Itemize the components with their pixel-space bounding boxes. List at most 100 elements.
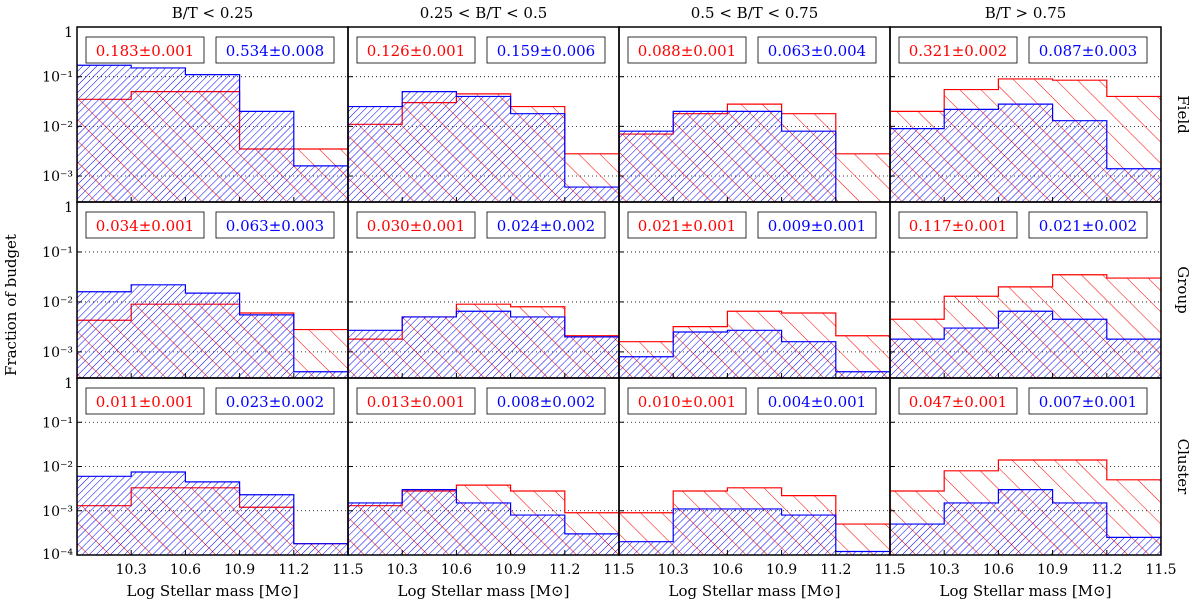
blue-histogram-bar	[348, 106, 403, 202]
annotation-box	[85, 36, 205, 64]
annotation-value: 0.011±0.001	[96, 393, 194, 411]
x-tick-label: 10.3	[116, 562, 147, 578]
blue-histogram-bar	[510, 113, 565, 202]
y-tick-label: 10⁻³	[42, 345, 73, 361]
annotation-box	[1028, 36, 1148, 64]
annotation-value: 0.126±0.001	[367, 42, 465, 60]
panel: 0.088±0.001 0.063±0.004	[618, 26, 891, 203]
red-histogram-outline	[619, 310, 890, 378]
panel: 0.126±0.001 0.159±0.006	[347, 26, 620, 203]
panel: 0.021±0.001 0.009±0.001	[618, 201, 891, 379]
x-tick-label: 10.9	[495, 562, 526, 578]
blue-histogram-bar	[835, 371, 890, 378]
x-axis-label: Log Stellar mass [M⊙]	[940, 582, 1112, 600]
blue-histogram-outline	[619, 508, 890, 555]
blue-histogram	[619, 508, 890, 555]
blue-histogram-outline	[77, 284, 348, 378]
blue-histogram-bar	[619, 541, 674, 555]
annotation-value: 0.008±0.002	[497, 393, 595, 411]
blue-histogram-bar	[185, 293, 240, 378]
annotation-value: 0.159±0.006	[497, 42, 595, 60]
blue-histogram-bar	[348, 502, 403, 555]
x-tick-label: 10.6	[170, 562, 201, 578]
annotation-box	[1028, 211, 1148, 239]
column-title: B/T > 0.75	[985, 4, 1067, 22]
annotation-value: 0.030±0.001	[367, 217, 465, 235]
blue-histogram-bar	[77, 476, 132, 555]
annotation-box	[215, 387, 335, 415]
annotation-box	[1028, 387, 1148, 415]
x-axis-label: Log Stellar mass [M⊙]	[127, 582, 299, 600]
blue-histogram-bar	[781, 515, 836, 555]
y-tick-label: 10⁻¹	[42, 245, 73, 261]
y-tick-label: 10⁻³	[42, 169, 73, 185]
column-title: 0.5 < B/T < 0.75	[691, 4, 819, 22]
panel: 0.011±0.001 0.023±0.002 1 10⁻¹ 10⁻² 10⁻³ 10⁻⁴	[42, 376, 349, 563]
annotation-value: 0.024±0.002	[497, 217, 595, 235]
x-tick-label: 10.6	[712, 562, 743, 578]
panel: 0.183±0.001 0.534±0.008 1 10⁻¹ 10⁻² 10⁻³	[42, 25, 349, 203]
blue-histogram-bar	[998, 489, 1053, 555]
blue-histogram	[77, 471, 348, 555]
red-histogram-outline	[619, 487, 890, 555]
x-tick-label: 11.5	[603, 562, 634, 578]
annotation-box	[85, 387, 205, 415]
x-axis-label: Log Stellar mass [M⊙]	[398, 582, 570, 600]
blue-histogram-outline	[348, 310, 619, 378]
blue-histogram-bar	[727, 111, 782, 202]
annotation-box	[486, 36, 606, 64]
blue-histogram-bar	[998, 311, 1053, 378]
annotation-box	[356, 211, 476, 239]
row-label: Field	[1174, 95, 1192, 134]
x-tick-label: 11.2	[278, 562, 309, 578]
blue-histogram-outline	[77, 471, 348, 555]
blue-histogram-bar	[619, 356, 674, 378]
panel: 0.117±0.001 0.021±0.002	[889, 201, 1162, 379]
blue-histogram-bar	[944, 328, 999, 378]
x-tick-label: 11.2	[549, 562, 580, 578]
annotation-value: 0.021±0.002	[1039, 217, 1137, 235]
blue-histogram-bar	[727, 330, 782, 378]
x-tick-label: 11.5	[1145, 562, 1176, 578]
blue-histogram-bar	[456, 502, 511, 555]
blue-histogram-bar	[510, 515, 565, 555]
blue-histogram-bar	[564, 336, 619, 378]
annotation-box	[757, 211, 877, 239]
blue-histogram-bar	[293, 371, 348, 378]
annotation-value: 0.021±0.001	[638, 217, 736, 235]
annotation-box	[356, 387, 476, 415]
annotation-box	[215, 211, 335, 239]
annotation-value: 0.088±0.001	[638, 42, 736, 60]
annotation-box	[356, 36, 476, 64]
blue-histogram-outline	[890, 489, 1161, 555]
blue-histogram-bar	[131, 284, 186, 378]
x-tick-label: 10.9	[1037, 562, 1068, 578]
x-axis-label: Log Stellar mass [M⊙]	[669, 582, 841, 600]
annotation-value: 0.034±0.001	[96, 217, 194, 235]
blue-histogram-bar	[402, 316, 457, 378]
annotation-value: 0.117±0.001	[909, 217, 1007, 235]
panel: 0.010±0.001 0.004±0.001	[618, 377, 891, 556]
panel: 0.047±0.001 0.007±0.001	[889, 377, 1162, 556]
annotation-box	[898, 36, 1018, 64]
y-axis-label: Fraction of budget	[2, 234, 20, 376]
blue-histogram-bar	[185, 481, 240, 555]
annotation-value: 0.063±0.004	[768, 42, 866, 60]
blue-histogram	[348, 489, 619, 555]
blue-histogram	[890, 489, 1161, 555]
annotation-box	[627, 36, 747, 64]
annotation-value: 0.183±0.001	[96, 42, 194, 60]
annotation-box	[898, 387, 1018, 415]
blue-histogram-bar	[781, 131, 836, 202]
blue-histogram-outline	[890, 310, 1161, 378]
blue-histogram-bar	[727, 508, 782, 555]
blue-histogram-bar	[456, 96, 511, 202]
blue-histogram-outline	[77, 64, 348, 202]
blue-histogram-bar	[944, 502, 999, 555]
blue-histogram-bar	[510, 316, 565, 378]
annotation-box	[757, 36, 877, 64]
x-tick-label: 11.2	[820, 562, 851, 578]
panel: 0.013±0.001 0.008±0.002	[347, 377, 620, 556]
blue-histogram-bar	[673, 331, 728, 378]
